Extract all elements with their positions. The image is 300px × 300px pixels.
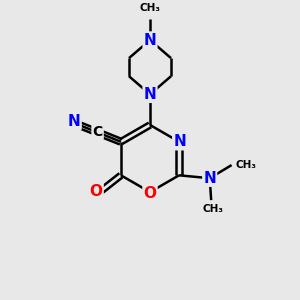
Text: O: O	[143, 186, 157, 201]
Text: CH₃: CH₃	[140, 3, 160, 13]
Text: CH₃: CH₃	[235, 160, 256, 170]
Text: C: C	[92, 124, 103, 139]
Text: N: N	[173, 134, 186, 149]
Text: CH₃: CH₃	[202, 205, 223, 214]
Text: O: O	[90, 184, 103, 199]
Text: N: N	[203, 171, 216, 186]
Text: N: N	[144, 32, 156, 47]
Text: N: N	[68, 114, 81, 129]
Text: N: N	[144, 87, 156, 102]
